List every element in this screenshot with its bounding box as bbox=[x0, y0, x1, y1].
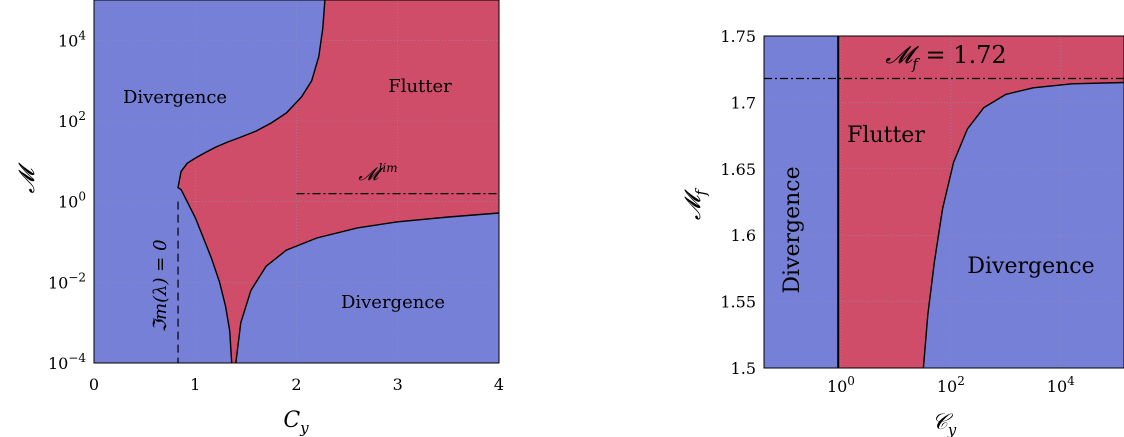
mf-label: 𝓜f = 1.72 bbox=[885, 41, 1006, 73]
region-label-flutter: Flutter bbox=[847, 123, 925, 148]
axes-frame-1 bbox=[93, 0, 500, 364]
x-tick-label: 1 bbox=[190, 375, 200, 394]
x-axis-label: Cy bbox=[283, 408, 309, 437]
y-tick-label: 10−4 bbox=[48, 351, 86, 373]
y-tick-label: 1.55 bbox=[720, 293, 756, 312]
x-tick-label: 2 bbox=[291, 375, 301, 394]
flutter-region bbox=[838, 36, 1124, 368]
y-tick-label: 102 bbox=[58, 109, 86, 131]
region-label-divergence-right: Divergence bbox=[967, 254, 1094, 279]
region-label-divergence-left: Divergence bbox=[780, 166, 805, 293]
y-axis-label: 𝓜 bbox=[15, 162, 40, 193]
boundary-right bbox=[235, 212, 499, 363]
flutter-region bbox=[178, 0, 499, 363]
x-tick-label: 4 bbox=[494, 375, 504, 394]
y-tick-label: 1.6 bbox=[731, 226, 756, 245]
mlim-label: 𝓜lim bbox=[358, 161, 397, 185]
boundary-curve bbox=[922, 81, 1124, 368]
x-tick-label: 0 bbox=[89, 375, 99, 394]
x-tick-label: 100 bbox=[827, 374, 855, 396]
y-tick-label: 10−2 bbox=[48, 270, 86, 292]
y-tick-label: 1.5 bbox=[731, 359, 756, 378]
region-label-divergence-upper: Divergence bbox=[123, 87, 227, 108]
axes-frame-2 bbox=[763, 35, 1124, 369]
y-tick-label: 1.7 bbox=[731, 93, 756, 112]
y-tick-label: 104 bbox=[58, 28, 86, 50]
im-zero-label: ℑm(λ) = 0 bbox=[150, 239, 171, 332]
y-tick-label: 100 bbox=[58, 190, 86, 212]
plot-area-2 bbox=[764, 36, 1124, 368]
x-tick-label: 104 bbox=[1047, 374, 1075, 396]
y-tick-label: 1.65 bbox=[720, 160, 756, 179]
plot-area-1 bbox=[94, 0, 499, 363]
chart-1: 0 1 2 3 4 10−4 10−2 100 102 104 Cy 𝓜 Divergence Flutt… bbox=[15, 0, 504, 437]
region-label-divergence-lower: Divergence bbox=[341, 292, 445, 313]
x-tick-label: 3 bbox=[393, 375, 403, 394]
x-tick-label: 102 bbox=[937, 374, 965, 396]
y-tick-label: 1.75 bbox=[720, 27, 756, 46]
x-axis-label: 𝒞y bbox=[932, 410, 957, 437]
chart-2: 100 102 104 1.5 1.55 1.6 1.65 1.7 1.75 𝒞y 𝓜f Flutte… bbox=[681, 27, 1124, 437]
y-axis-label: 𝓜f bbox=[681, 187, 710, 220]
region-label-flutter: Flutter bbox=[388, 76, 452, 97]
boundary-left bbox=[177, 0, 326, 363]
